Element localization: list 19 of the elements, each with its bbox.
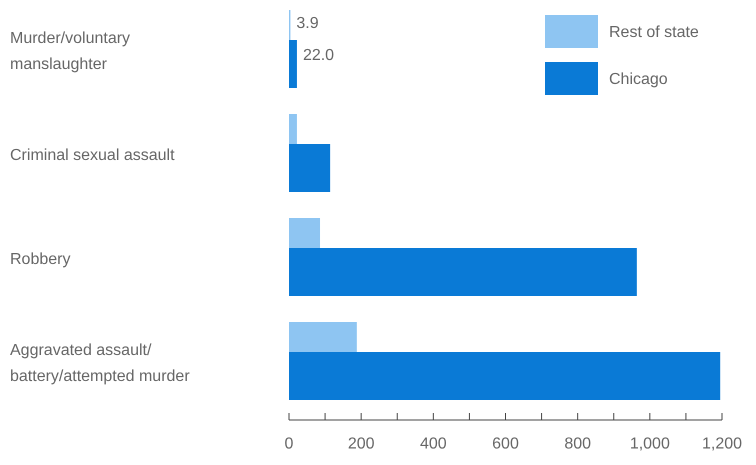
x-tick-label: 1,200 [702,436,742,453]
data-label: 22.0 [302,47,334,64]
bar [289,144,330,192]
x-tick-label: 800 [564,436,592,453]
y-tick-label: Robbery [10,251,70,268]
legend-label: Rest of state [609,24,699,41]
x-tick-label: 0 [284,436,294,453]
data-label: 3.9 [296,15,319,32]
x-tick-label: 600 [492,436,519,453]
x-tick-label: 400 [420,436,447,453]
bar [289,248,637,296]
x-tick-label: 200 [348,436,375,453]
x-tick-label: 1,000 [630,436,670,453]
y-tick-label: Murder/voluntary manslaughter [10,30,130,73]
legend-label: Chicago [609,71,668,88]
y-tick-label: Aggravated assault/ battery/attempted murder [10,342,190,385]
bar [289,352,720,400]
bar [289,40,297,88]
y-tick-label: Criminal sexual assault [10,147,176,164]
